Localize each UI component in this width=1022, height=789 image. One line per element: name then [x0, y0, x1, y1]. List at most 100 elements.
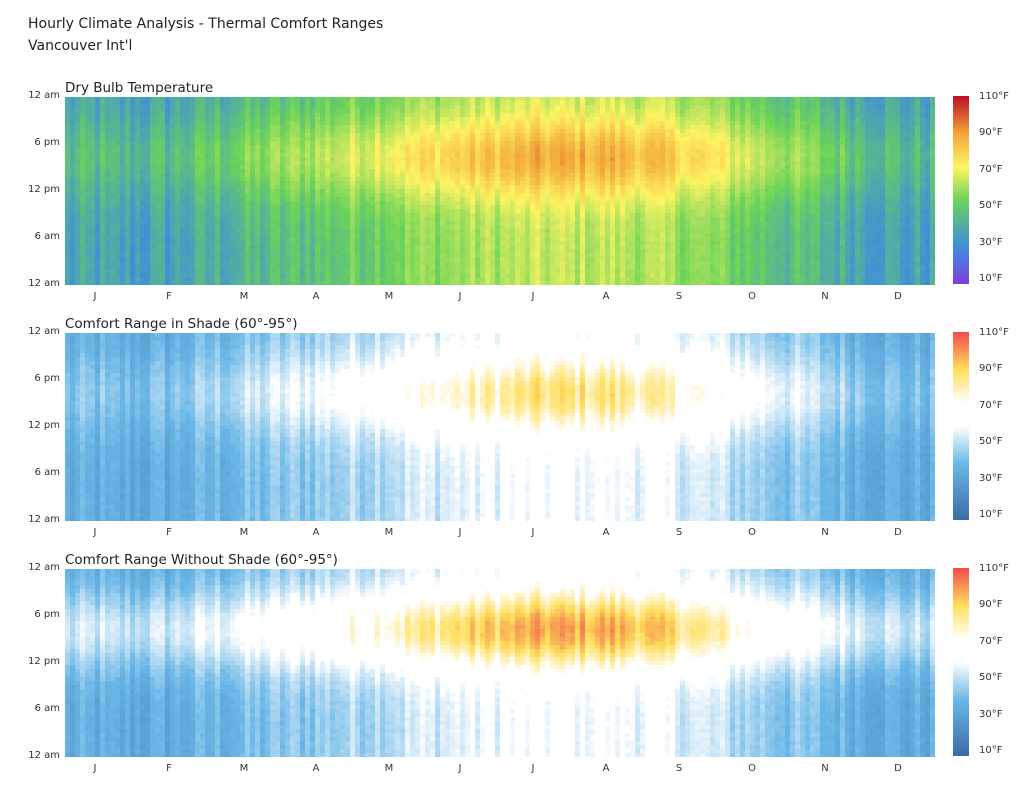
heat-cell — [475, 149, 481, 154]
heat-cell — [875, 181, 881, 186]
heat-cell — [170, 181, 176, 186]
heat-cell — [455, 173, 461, 178]
heat-cell — [210, 177, 216, 182]
heat-cell — [340, 109, 346, 114]
heat-cell — [675, 169, 681, 174]
heat-cell — [130, 121, 136, 126]
heat-cell — [450, 109, 456, 114]
heat-cell — [470, 201, 476, 206]
heat-cell — [605, 205, 611, 210]
heat-cell — [430, 141, 436, 146]
heat-cell — [660, 169, 666, 174]
heat-cell — [810, 173, 816, 178]
heat-cell — [120, 189, 126, 194]
heat-cell — [835, 165, 841, 170]
heat-cell — [480, 161, 486, 166]
heat-cell — [180, 165, 186, 170]
heat-cell — [890, 157, 896, 162]
heat-cell — [310, 201, 316, 206]
heat-cell — [200, 157, 206, 162]
heat-cell — [650, 205, 656, 210]
heat-cell — [345, 109, 351, 114]
heat-cell — [535, 125, 541, 130]
heat-cell — [265, 137, 271, 142]
heat-cell — [240, 109, 246, 114]
heat-cell — [345, 201, 351, 206]
heat-cell — [880, 105, 886, 110]
heat-cell — [150, 161, 156, 166]
heat-cell — [110, 193, 116, 198]
heat-cell — [235, 193, 241, 198]
heat-cell — [740, 113, 746, 118]
heat-cell — [380, 185, 386, 190]
heat-cell — [915, 165, 921, 170]
heat-cell — [820, 97, 826, 102]
heat-cell — [215, 177, 221, 182]
heat-cell — [850, 197, 856, 202]
heat-cell — [165, 133, 171, 138]
heat-cell — [450, 157, 456, 162]
heat-cell — [225, 125, 231, 130]
heat-cell — [645, 153, 651, 158]
heat-cell — [655, 181, 661, 186]
heat-cell — [515, 201, 521, 206]
heat-cell — [575, 157, 581, 162]
heat-cell — [555, 205, 561, 210]
heat-cell — [885, 165, 891, 170]
heat-cell — [190, 101, 196, 106]
heat-cell — [660, 209, 666, 214]
heat-cell — [470, 141, 476, 146]
heat-cell — [90, 101, 96, 106]
heat-cell — [645, 165, 651, 170]
heat-cell — [690, 173, 696, 178]
heat-cell — [520, 141, 526, 146]
heat-cell — [730, 97, 736, 102]
heat-cell — [785, 125, 791, 130]
heat-cell — [780, 177, 786, 182]
heat-cell — [330, 105, 336, 110]
heat-cell — [205, 109, 211, 114]
heat-cell — [630, 133, 636, 138]
heat-cell — [570, 189, 576, 194]
heat-cell — [545, 121, 551, 126]
heat-cell — [550, 105, 556, 110]
heat-cell — [450, 125, 456, 130]
heat-cell — [205, 169, 211, 174]
heat-cell — [195, 209, 201, 214]
heat-cell — [90, 149, 96, 154]
heat-cell — [355, 161, 361, 166]
heat-cell — [545, 201, 551, 206]
heat-cell — [165, 181, 171, 186]
heat-cell — [425, 161, 431, 166]
heat-cell — [95, 173, 101, 178]
heat-cell — [780, 181, 786, 186]
heat-cell — [80, 185, 86, 190]
heat-cell — [370, 197, 376, 202]
heat-cell — [700, 125, 706, 130]
heat-cell — [890, 105, 896, 110]
heat-cell — [140, 173, 146, 178]
heat-cell — [415, 113, 421, 118]
heat-cell — [350, 209, 356, 214]
heat-cell — [85, 137, 91, 142]
heat-cell — [200, 109, 206, 114]
heat-cell — [290, 125, 296, 130]
heat-cell — [480, 113, 486, 118]
heat-cell — [750, 197, 756, 202]
heat-cell — [360, 109, 366, 114]
heat-cell — [485, 165, 491, 170]
heat-cell — [200, 161, 206, 166]
heat-cell — [105, 149, 111, 154]
heat-cell — [425, 149, 431, 154]
heat-cell — [660, 193, 666, 198]
heat-cell — [695, 157, 701, 162]
heat-cell — [510, 193, 516, 198]
heat-cell — [375, 181, 381, 186]
heat-cell — [555, 149, 561, 154]
heat-cell — [110, 141, 116, 146]
heat-cell — [395, 149, 401, 154]
heat-cell — [825, 181, 831, 186]
heat-cell — [125, 201, 131, 206]
heat-cell — [755, 101, 761, 106]
heat-cell — [485, 177, 491, 182]
